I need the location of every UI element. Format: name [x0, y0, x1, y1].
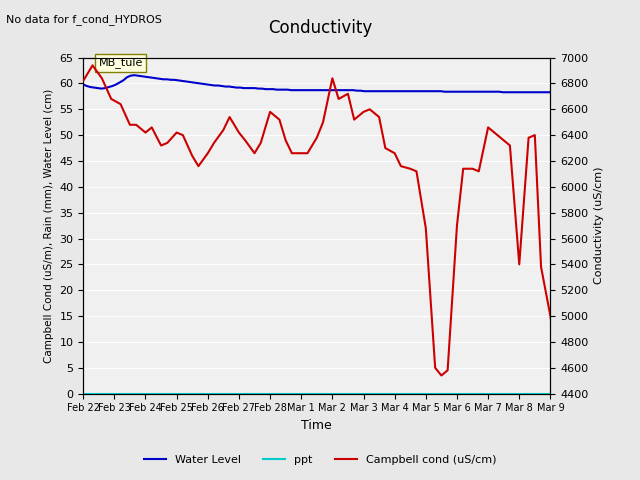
Text: MB_tule: MB_tule: [99, 57, 143, 68]
Text: Conductivity: Conductivity: [268, 19, 372, 37]
X-axis label: Time: Time: [301, 419, 332, 432]
Y-axis label: Conductivity (uS/cm): Conductivity (uS/cm): [594, 167, 604, 284]
Legend: Water Level, ppt, Campbell cond (uS/cm): Water Level, ppt, Campbell cond (uS/cm): [140, 451, 500, 469]
Text: No data for f_cond_HYDROS: No data for f_cond_HYDROS: [6, 14, 163, 25]
Y-axis label: Campbell Cond (uS/m), Rain (mm), Water Level (cm): Campbell Cond (uS/m), Rain (mm), Water L…: [44, 88, 54, 363]
